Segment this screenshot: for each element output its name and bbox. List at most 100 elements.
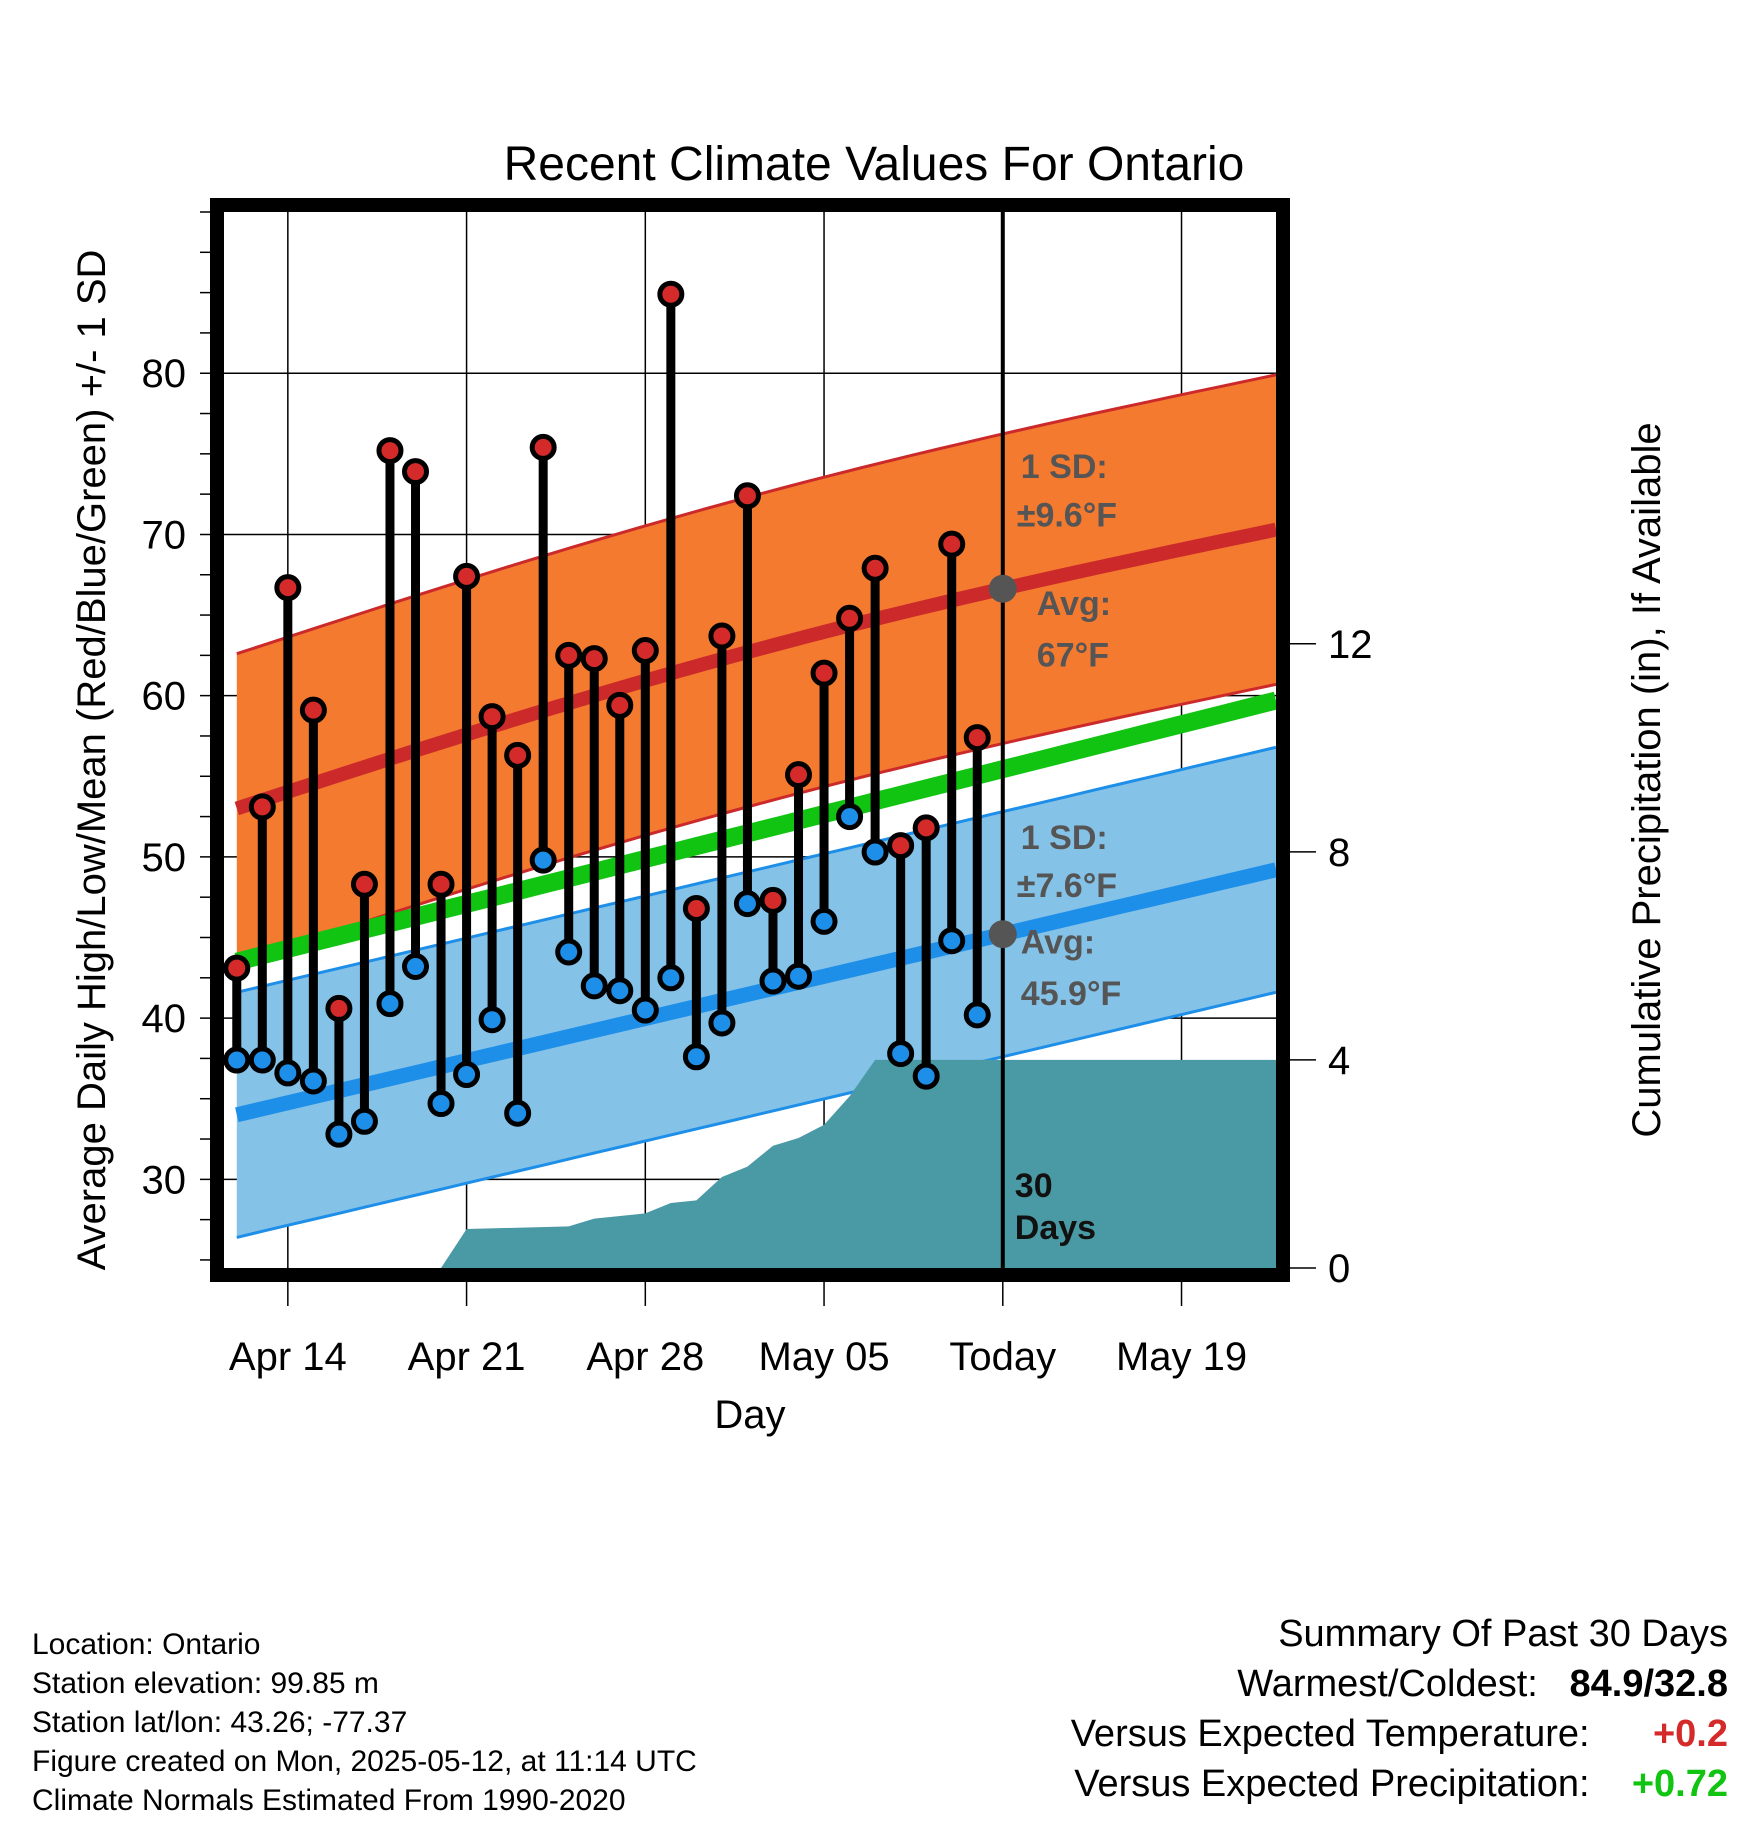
low-point	[938, 927, 966, 955]
left-tick-label: 30	[142, 1158, 187, 1202]
low-point	[427, 1090, 455, 1118]
low-point	[861, 838, 889, 866]
precip-area	[441, 1059, 1276, 1268]
info-location: Location: Ontario	[32, 1628, 261, 1661]
high-avg-label-line1: Avg:	[1037, 585, 1111, 623]
low-avg-label-line1: Avg:	[1021, 924, 1095, 962]
low-avg-label-line2: 45.9°F	[1021, 975, 1122, 1013]
summary-title: Summary Of Past 30 Days	[1278, 1613, 1728, 1655]
low-point	[682, 1043, 710, 1071]
low-point	[350, 1107, 378, 1135]
low-point	[631, 996, 659, 1024]
info-latlon: Station lat/lon: 43.26; -77.37	[32, 1706, 408, 1739]
low-point	[274, 1059, 302, 1087]
high-point	[248, 793, 276, 821]
right-axis-title: Cumulative Precipitation (in), If Availa…	[1625, 422, 1669, 1137]
summary-precip: Versus Expected Precipitation: +0.72	[828, 1763, 1728, 1813]
low-point	[299, 1067, 327, 1095]
low-point	[248, 1046, 276, 1074]
high-point	[963, 724, 991, 752]
high-point	[299, 696, 327, 724]
high-point	[376, 437, 404, 465]
mean-normal-line	[234, 691, 1276, 971]
low-avg-line	[235, 862, 1276, 1123]
low-sd-label-line2: ±7.6°F	[1017, 867, 1117, 905]
temp-label: Versus Expected Temperature:	[1070, 1713, 1590, 1755]
low-sd-label-line1: 1 SD:	[1021, 819, 1108, 857]
precip-value: +0.72	[1631, 1763, 1728, 1805]
low-point	[887, 1040, 915, 1068]
low-point	[912, 1062, 940, 1090]
plot-area: 1 SD: ±9.6°F Avg: 67°F 1 SD: ±7.6°F Avg: 45.9°F…	[70, 198, 1669, 1437]
x-tick-label: May 05	[758, 1335, 889, 1379]
high-point	[274, 574, 302, 602]
today-low-avg-dot	[988, 920, 1017, 949]
x-axis-title: Day	[714, 1393, 785, 1437]
low-point	[606, 977, 634, 1005]
high-point	[912, 814, 940, 842]
left-tick-label: 40	[142, 997, 187, 1041]
low-point	[963, 1001, 991, 1029]
precip-label: Versus Expected Precipitation:	[1074, 1763, 1590, 1805]
high-point	[861, 554, 889, 582]
plot-inner	[224, 212, 1276, 1268]
chart-title: Recent Climate Values For Ontario	[504, 138, 1245, 191]
high-point	[938, 530, 966, 558]
station-info: Location: Ontario Station elevation: 99.…	[32, 1625, 697, 1820]
low-point	[224, 1046, 251, 1074]
high-point	[785, 761, 813, 789]
high-sd-label-line2: ±9.6°F	[1017, 496, 1117, 534]
high-point	[224, 954, 251, 982]
left-axis-title: Average Daily High/Low/Mean (Red/Blue/Gr…	[70, 250, 114, 1271]
right-tick-label: 4	[1328, 1039, 1350, 1083]
days-label-line1: 30	[1015, 1167, 1053, 1205]
x-tick-label: Today	[949, 1335, 1056, 1379]
high-avg-line	[234, 522, 1276, 816]
low-sd-upper-edge	[236, 745, 1276, 994]
high-point	[504, 741, 532, 769]
high-point	[682, 894, 710, 922]
high-point	[887, 832, 915, 860]
high-point	[759, 886, 787, 914]
high-point	[325, 994, 353, 1022]
high-point	[708, 622, 736, 650]
high-point	[810, 659, 838, 687]
low-point	[657, 964, 685, 992]
summary-warm-cold: Warmest/Coldest: 84.9/32.8	[828, 1663, 1728, 1713]
low-point	[555, 938, 583, 966]
high-point	[836, 604, 864, 632]
low-point	[402, 953, 430, 981]
high-point	[606, 691, 634, 719]
right-tick-label: 0	[1328, 1247, 1350, 1291]
high-point	[478, 703, 506, 731]
high-point	[555, 641, 583, 669]
left-tick-label: 50	[142, 836, 187, 880]
high-point	[529, 433, 557, 461]
temp-value: +0.2	[1652, 1713, 1728, 1755]
right-tick-label: 12	[1328, 623, 1373, 667]
high-point	[657, 280, 685, 308]
high-point	[350, 870, 378, 898]
high-sd-label-line1: 1 SD:	[1021, 448, 1108, 486]
low-point	[785, 962, 813, 990]
x-tick-label: Apr 28	[586, 1335, 704, 1379]
right-tick-label: 8	[1328, 831, 1350, 875]
warm-cold-label: Warmest/Coldest:	[1237, 1663, 1538, 1705]
low-point	[759, 967, 787, 995]
plot-frame	[210, 198, 1290, 1282]
high-point	[427, 870, 455, 898]
warm-cold-value: 84.9/32.8	[1569, 1663, 1728, 1705]
left-tick-label: 80	[142, 352, 187, 396]
x-tick-label: May 19	[1116, 1335, 1247, 1379]
low-point	[708, 1009, 736, 1037]
low-point	[453, 1061, 481, 1089]
low-point	[836, 803, 864, 831]
days-label-line2: Days	[1015, 1209, 1096, 1247]
summary-temp: Versus Expected Temperature: +0.2	[828, 1713, 1728, 1763]
left-tick-label: 70	[142, 513, 187, 557]
low-point	[733, 890, 761, 918]
high-avg-label-line2: 67°F	[1037, 637, 1109, 675]
low-point	[580, 972, 608, 1000]
today-high-avg-dot	[988, 574, 1017, 603]
